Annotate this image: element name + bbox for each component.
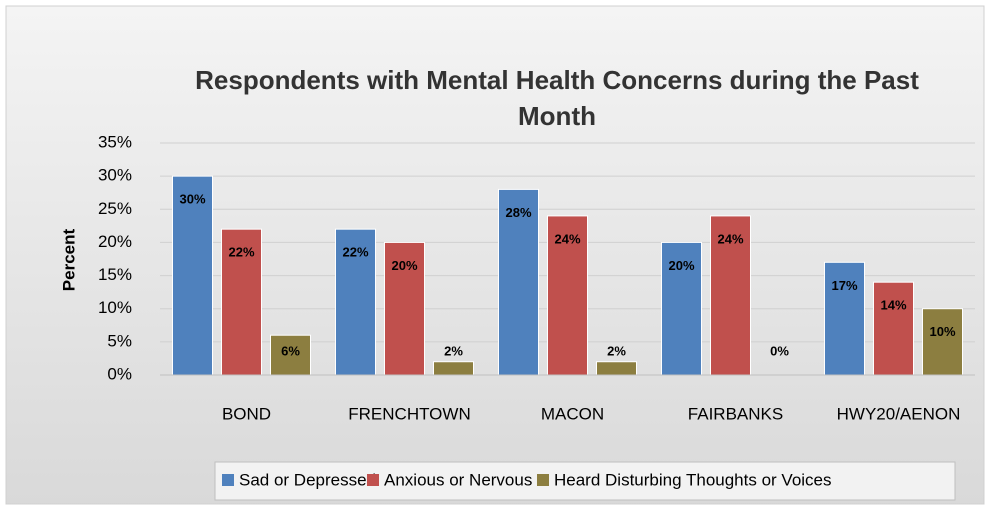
- x-tick-label: BOND: [222, 404, 271, 423]
- legend-swatch: [367, 474, 379, 486]
- legend-swatch: [222, 474, 234, 486]
- legend-label: Sad or Depressed: [239, 470, 376, 489]
- y-tick-label: 15%: [98, 265, 132, 284]
- value-label: 24%: [717, 231, 743, 246]
- bar: [270, 334, 311, 376]
- y-tick-label: 25%: [98, 199, 132, 218]
- bar: [172, 175, 213, 376]
- bar: [221, 228, 262, 376]
- y-axis-title: Percent: [59, 228, 78, 291]
- x-tick-label: FAIRBANKS: [688, 404, 783, 423]
- value-label: 6%: [281, 343, 300, 358]
- value-label: 22%: [342, 245, 368, 260]
- value-label: 30%: [179, 192, 205, 207]
- y-tick-label: 10%: [98, 298, 132, 317]
- value-label: 2%: [444, 343, 463, 358]
- bar: [661, 241, 702, 376]
- bar: [922, 308, 963, 376]
- value-label: 22%: [228, 245, 254, 260]
- bar: [335, 228, 376, 376]
- legend-label: Anxious or Nervous: [384, 470, 532, 489]
- y-tick-label: 35%: [98, 132, 132, 151]
- x-tick-label: FRENCHTOWN: [348, 404, 470, 423]
- y-tick-label: 5%: [107, 331, 132, 350]
- value-label: 20%: [668, 258, 694, 273]
- bar: [873, 281, 914, 376]
- value-label: 14%: [880, 298, 906, 313]
- x-tick-label: MACON: [541, 404, 604, 423]
- legend-label: Heard Disturbing Thoughts or Voices: [554, 470, 832, 489]
- bar: [547, 215, 588, 376]
- value-label: 10%: [929, 324, 955, 339]
- chart-background: [5, 5, 985, 505]
- bar: [710, 215, 751, 376]
- y-tick-label: 0%: [107, 364, 132, 383]
- value-label: 0%: [770, 343, 789, 358]
- value-label: 2%: [607, 343, 626, 358]
- x-tick-label: HWY20/AENON: [837, 404, 961, 423]
- bar: [433, 361, 474, 376]
- value-label: 20%: [391, 258, 417, 273]
- legend-box: [214, 461, 956, 501]
- bar: [824, 261, 865, 376]
- value-label: 17%: [831, 278, 857, 293]
- chart-title: Respondents with Mental Health Concerns …: [195, 65, 919, 131]
- bar: [596, 361, 637, 376]
- bar: [498, 188, 539, 376]
- value-label: 24%: [554, 231, 580, 246]
- y-tick-label: 20%: [98, 232, 132, 251]
- y-tick-label: 30%: [98, 166, 132, 185]
- value-label: 28%: [505, 205, 531, 220]
- bar: [384, 241, 425, 376]
- legend-swatch: [537, 474, 549, 486]
